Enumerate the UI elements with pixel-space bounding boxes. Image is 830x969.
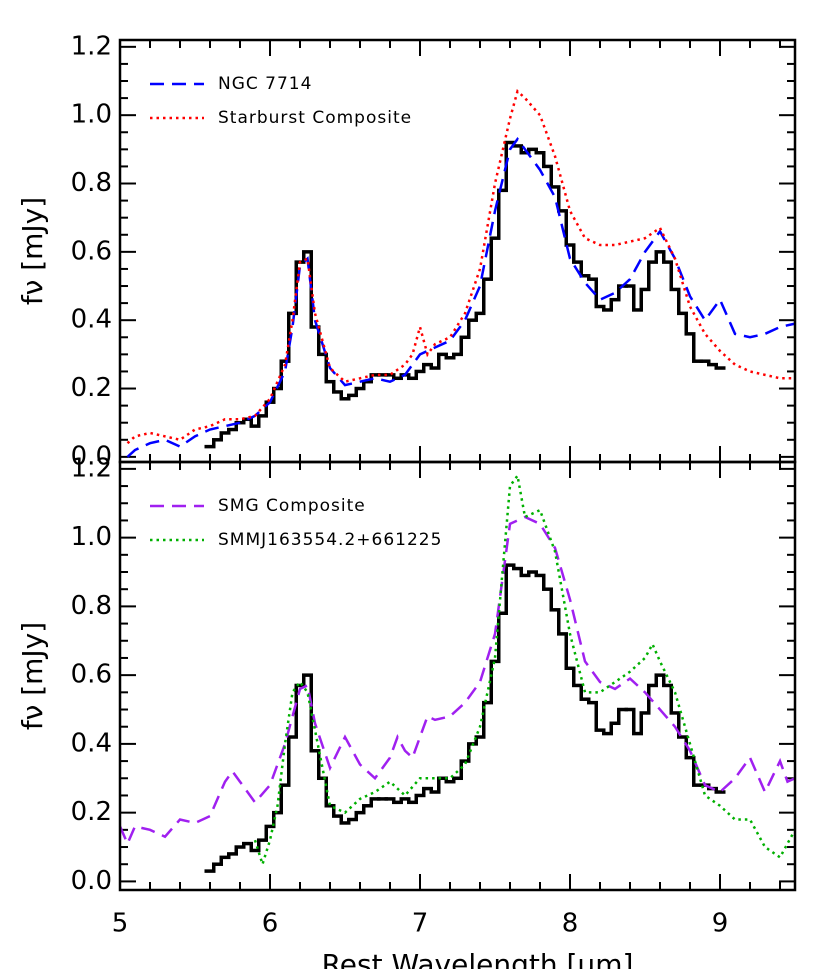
- y-tick-label: 1.0: [71, 522, 112, 552]
- x-tick-label: 8: [562, 909, 579, 939]
- plot-frame: [118, 460, 797, 892]
- y-tick-label: 0.6: [71, 660, 112, 690]
- y-tick-label: 0.2: [71, 373, 112, 403]
- line-series: [126, 88, 795, 445]
- legend-label: Starburst Composite: [218, 108, 412, 128]
- x-tick-label: 7: [412, 909, 429, 939]
- y-tick-label: 1.2: [71, 31, 112, 61]
- y-tick-label: 1.2: [71, 453, 112, 483]
- y-axis-title: fν [mJy]: [16, 197, 49, 305]
- x-axis-title: Rest Wavelength [μm]: [322, 948, 634, 969]
- y-axis-title: fν [mJy]: [16, 622, 49, 730]
- y-tick-label: 0.6: [71, 236, 112, 266]
- y-tick-label: 0.4: [71, 305, 112, 335]
- y-tick-label: 0.0: [71, 866, 112, 896]
- y-tick-label: 0.0: [71, 441, 112, 471]
- y-tick-label: 0.4: [71, 728, 112, 758]
- legend-label: SMG Composite: [218, 496, 366, 516]
- x-tick-label: 6: [262, 909, 279, 939]
- legend-label: NGC 7714: [218, 74, 312, 94]
- y-tick-label: 0.8: [71, 591, 112, 621]
- step-riser: [212, 142, 718, 447]
- y-tick-label: 1.0: [71, 100, 112, 130]
- plot-frame: [118, 38, 797, 464]
- y-tick-label: 0.8: [71, 168, 112, 198]
- x-tick-label: 5: [112, 909, 129, 939]
- y-tick-label: 0.2: [71, 797, 112, 827]
- line-series: [118, 515, 796, 847]
- legend-label: SMMJ163554.2+661225: [218, 530, 442, 550]
- line-series: [126, 136, 796, 458]
- step-riser: [212, 565, 718, 872]
- line-series: [253, 472, 797, 869]
- x-tick-label: 9: [712, 909, 729, 939]
